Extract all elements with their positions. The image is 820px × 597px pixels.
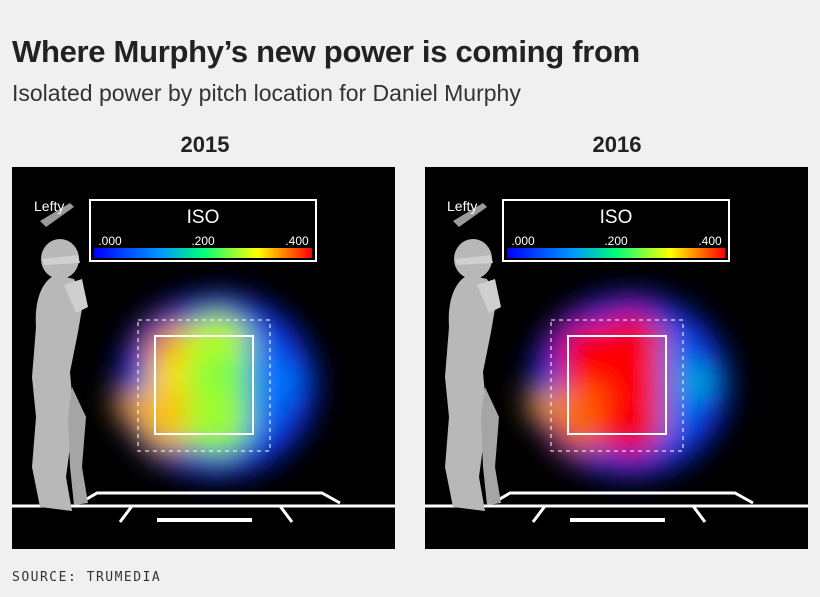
batters-box-top — [79, 491, 341, 505]
legend: ISO .000 .200 .400 — [89, 199, 317, 262]
legend-tick-2: .400 — [285, 234, 309, 248]
box-corner-right — [690, 504, 725, 523]
heat-spot-outside-right — [271, 366, 303, 398]
heatmap-panel-2015: Lefty ISO .000 .200 .400 — [12, 167, 395, 549]
helmet-brim — [455, 255, 493, 265]
batter-silhouette — [445, 203, 501, 511]
heatmap-field — [114, 293, 317, 477]
heat-spot-lower-middle — [183, 388, 251, 456]
panel-label-2015: 2015 — [180, 132, 230, 157]
heat-spot-outside-right — [684, 366, 716, 398]
heatmap-field — [527, 293, 730, 477]
legend: ISO .000 .200 .400 — [502, 199, 730, 262]
legend-tick-2: .400 — [698, 234, 722, 248]
batter-body — [32, 275, 84, 511]
batter-silhouette — [32, 203, 88, 511]
strike-zone — [567, 335, 667, 435]
page-subtitle: Isolated power by pitch location for Dan… — [12, 80, 521, 106]
legend-color-bar — [507, 248, 725, 258]
batter-label: Lefty — [447, 198, 477, 214]
strike-zone-margin — [550, 319, 684, 452]
heatmap-2016: Lefty ISO .000 .200 .400 — [425, 198, 808, 523]
legend-tick-0: .000 — [511, 234, 535, 248]
heatmap-2015: Lefty ISO .000 .200 .400 — [12, 198, 395, 523]
source-note: SOURCE: TRUMEDIA — [12, 570, 162, 585]
box-corner-left — [97, 504, 135, 523]
batter-body — [445, 275, 497, 511]
batter-label: Lefty — [34, 198, 64, 214]
batter-arms — [477, 279, 501, 313]
box-corner-right — [277, 504, 312, 523]
helmet-brim — [42, 255, 80, 265]
legend-tick-1: .200 — [191, 234, 215, 248]
legend-tick-1: .200 — [604, 234, 628, 248]
bat — [453, 203, 487, 227]
page-title: Where Murphy’s new power is coming from — [12, 34, 640, 69]
batter-back-leg — [481, 387, 501, 505]
batter-back-leg — [68, 387, 88, 505]
heatmap-panel-2016: Lefty ISO .000 .200 .400 — [425, 167, 808, 549]
batters-box-top — [492, 491, 754, 505]
legend-title: ISO — [187, 207, 220, 228]
legend-color-bar — [94, 248, 312, 258]
strike-zone-margin — [137, 319, 271, 452]
legend-tick-0: .000 — [98, 234, 122, 248]
batter-arms — [64, 279, 88, 313]
heat-spot-outside-left — [114, 389, 146, 421]
panel-label-2016: 2016 — [592, 132, 642, 157]
heat-spot-outside-left — [527, 389, 559, 421]
heat-spot-lower-middle — [596, 388, 664, 456]
bat — [40, 203, 74, 227]
legend-title: ISO — [600, 207, 633, 228]
strike-zone — [154, 335, 254, 435]
box-corner-left — [510, 504, 548, 523]
